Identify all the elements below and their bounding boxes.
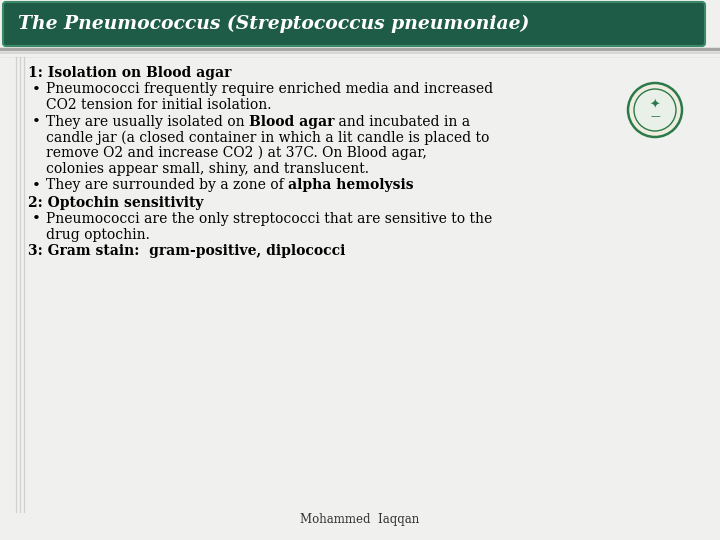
Text: —: — bbox=[650, 111, 660, 121]
Circle shape bbox=[634, 89, 676, 131]
Text: candle jar (a closed container in which a lit candle is placed to: candle jar (a closed container in which … bbox=[46, 131, 490, 145]
Text: Mohammed  Iaqqan: Mohammed Iaqqan bbox=[300, 513, 420, 526]
Text: The Pneumococcus (Streptococcus pneumoniae): The Pneumococcus (Streptococcus pneumoni… bbox=[18, 15, 529, 33]
Text: Blood agar: Blood agar bbox=[249, 115, 334, 129]
FancyBboxPatch shape bbox=[3, 2, 705, 46]
Text: ✦: ✦ bbox=[649, 98, 660, 111]
Text: drug optochin.: drug optochin. bbox=[46, 227, 150, 241]
Circle shape bbox=[628, 83, 682, 137]
Text: They are usually isolated on: They are usually isolated on bbox=[46, 115, 249, 129]
Text: Pneumococci frequently require enriched media and increased: Pneumococci frequently require enriched … bbox=[46, 83, 493, 97]
Text: colonies appear small, shiny, and translucent.: colonies appear small, shiny, and transl… bbox=[46, 161, 369, 176]
Text: •: • bbox=[32, 115, 41, 129]
Text: 1: Isolation on Blood agar: 1: Isolation on Blood agar bbox=[28, 66, 231, 80]
Text: Pneumococci are the only streptococci that are sensitive to the: Pneumococci are the only streptococci th… bbox=[46, 212, 492, 226]
Text: They are surrounded by a zone of: They are surrounded by a zone of bbox=[46, 179, 288, 192]
Text: 3: Gram stain:  gram-positive, diplococci: 3: Gram stain: gram-positive, diplococci bbox=[28, 245, 346, 259]
Text: •: • bbox=[32, 83, 41, 97]
Text: •: • bbox=[32, 212, 41, 226]
Text: alpha hemolysis: alpha hemolysis bbox=[288, 179, 414, 192]
Text: remove O2 and increase CO2 ) at 37C. On Blood agar,: remove O2 and increase CO2 ) at 37C. On … bbox=[46, 146, 427, 160]
Text: and incubated in a: and incubated in a bbox=[334, 115, 470, 129]
Text: CO2 tension for initial isolation.: CO2 tension for initial isolation. bbox=[46, 98, 271, 112]
Text: 2: Optochin sensitivity: 2: Optochin sensitivity bbox=[28, 195, 204, 210]
Text: •: • bbox=[32, 179, 41, 192]
